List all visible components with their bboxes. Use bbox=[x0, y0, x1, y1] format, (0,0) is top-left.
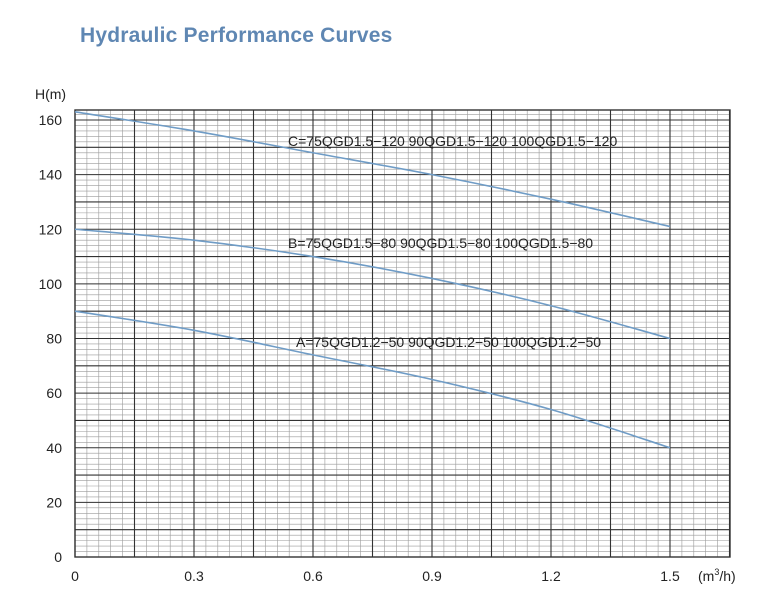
series-annotation: A=75QGD1.2−50 90QGD1.2−50 100QGD1.2−50 bbox=[296, 334, 601, 350]
x-tick-label: 1.2 bbox=[541, 568, 561, 584]
y-tick-label: 0 bbox=[54, 549, 62, 565]
series-line bbox=[74, 228, 671, 340]
y-tick-label: 40 bbox=[46, 440, 62, 456]
series-line bbox=[74, 111, 671, 228]
y-tick-label: 20 bbox=[46, 494, 62, 510]
y-tick-label: 160 bbox=[39, 112, 63, 128]
y-tick-label: 120 bbox=[39, 221, 63, 237]
y-tick-label: 140 bbox=[39, 167, 63, 183]
x-tick-label: 0 bbox=[71, 568, 79, 584]
x-tick-label: 0.9 bbox=[422, 568, 442, 584]
x-unit-base: (m bbox=[698, 568, 714, 584]
plot-border bbox=[74, 109, 731, 558]
series-annotation: C=75QGD1.5−120 90QGD1.5−120 100QGD1.5−12… bbox=[288, 133, 617, 149]
grid-major bbox=[74, 109, 731, 558]
x-tick-label: 1.5 bbox=[660, 568, 680, 584]
y-tick-label: 100 bbox=[39, 276, 63, 292]
x-tick-label: 0.3 bbox=[184, 568, 204, 584]
x-axis-unit-label: (m3/h) bbox=[698, 567, 736, 584]
y-tick-label: 80 bbox=[46, 331, 62, 347]
x-tick-label: 0.6 bbox=[303, 568, 323, 584]
x-unit-end: /h) bbox=[719, 568, 735, 584]
y-tick-label: 60 bbox=[46, 385, 62, 401]
y-axis-label: H(m) bbox=[35, 86, 66, 102]
series-line bbox=[74, 310, 671, 449]
x-unit-sup: 3 bbox=[714, 567, 719, 577]
series-annotation: B=75QGD1.5−80 90QGD1.5−80 100QGD1.5−80 bbox=[288, 235, 593, 251]
chart-title: Hydraulic Performance Curves bbox=[80, 24, 393, 47]
curves bbox=[74, 111, 671, 449]
labels: H(m) (m3/h) 0 0.3 0.6 0.9 1.2 1.5 0 20 40 60 80 100… bbox=[35, 86, 736, 584]
